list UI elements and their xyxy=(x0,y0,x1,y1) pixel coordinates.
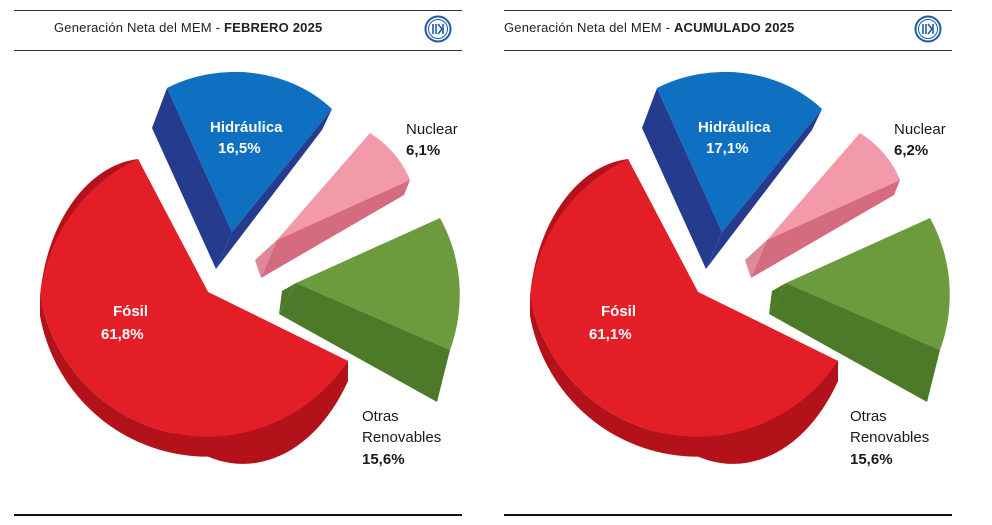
value-hidraulica: 16,5% xyxy=(218,140,261,157)
slice-fosil-top xyxy=(40,159,348,437)
chart-panel-acumulado: Generación Neta del MEM - ACUMULADO 2025… xyxy=(490,0,966,525)
label-otras-line1: Otras xyxy=(850,408,887,425)
title-prefix: Generación Neta del MEM - xyxy=(504,20,674,35)
label-otras-line2: Renovables xyxy=(850,429,929,446)
chart-title: Generación Neta del MEM - ACUMULADO 2025 xyxy=(504,20,794,35)
title-period: FEBRERO 2025 xyxy=(223,20,323,35)
slice-hidraulica xyxy=(152,71,332,269)
label-nuclear: Nuclear xyxy=(894,121,946,138)
value-fosil: 61,8% xyxy=(101,326,144,343)
bottom-rule xyxy=(504,514,952,516)
slice-fosil-depth xyxy=(40,296,348,457)
slice-hidraulica xyxy=(642,71,822,269)
label-nuclear: Nuclear xyxy=(406,121,458,138)
top-rule xyxy=(504,10,952,11)
chart-panel-febrero: Generación Neta del MEM - FEBRERO 2025 F… xyxy=(0,0,476,525)
title-period: ACUMULADO 2025 xyxy=(673,20,795,35)
pie-chart: Fósil 61,8% Hidráulica 16,5% Nuclear 6,1… xyxy=(40,71,460,468)
slice-fosil xyxy=(40,159,349,464)
slice-otras-renovables xyxy=(769,218,950,402)
top-rule xyxy=(14,10,462,11)
bottom-rule xyxy=(14,514,462,516)
pie-chart: Fósil 61,1% Hidráulica 17,1% Nuclear 6,2… xyxy=(530,71,950,468)
header-rule xyxy=(504,50,952,51)
title-prefix: Generación Neta del MEM - xyxy=(54,20,224,35)
cammesa-logo-icon xyxy=(914,15,942,43)
value-otras: 15,6% xyxy=(850,451,893,468)
cammesa-logo-icon xyxy=(424,15,452,43)
label-otras-line1: Otras xyxy=(362,408,399,425)
value-otras: 15,6% xyxy=(362,451,405,468)
value-fosil: 61,1% xyxy=(589,326,632,343)
slice-otras-renovables xyxy=(279,218,460,402)
label-fosil: Fósil xyxy=(113,303,148,320)
slice-fosil-depth xyxy=(530,296,838,457)
slice-nuclear xyxy=(745,133,900,278)
chart-title: Generación Neta del MEM - FEBRERO 2025 xyxy=(54,20,322,35)
label-fosil: Fósil xyxy=(601,303,636,320)
label-hidraulica: Hidráulica xyxy=(210,119,283,136)
header-rule xyxy=(14,50,462,51)
slice-fosil xyxy=(530,159,838,464)
value-nuclear: 6,2% xyxy=(894,142,928,159)
slice-nuclear xyxy=(255,133,410,278)
slice-fosil-top xyxy=(530,159,838,437)
value-hidraulica: 17,1% xyxy=(706,140,749,157)
label-hidraulica: Hidráulica xyxy=(698,119,771,136)
value-nuclear: 6,1% xyxy=(406,142,440,159)
label-otras-line2: Renovables xyxy=(362,429,441,446)
